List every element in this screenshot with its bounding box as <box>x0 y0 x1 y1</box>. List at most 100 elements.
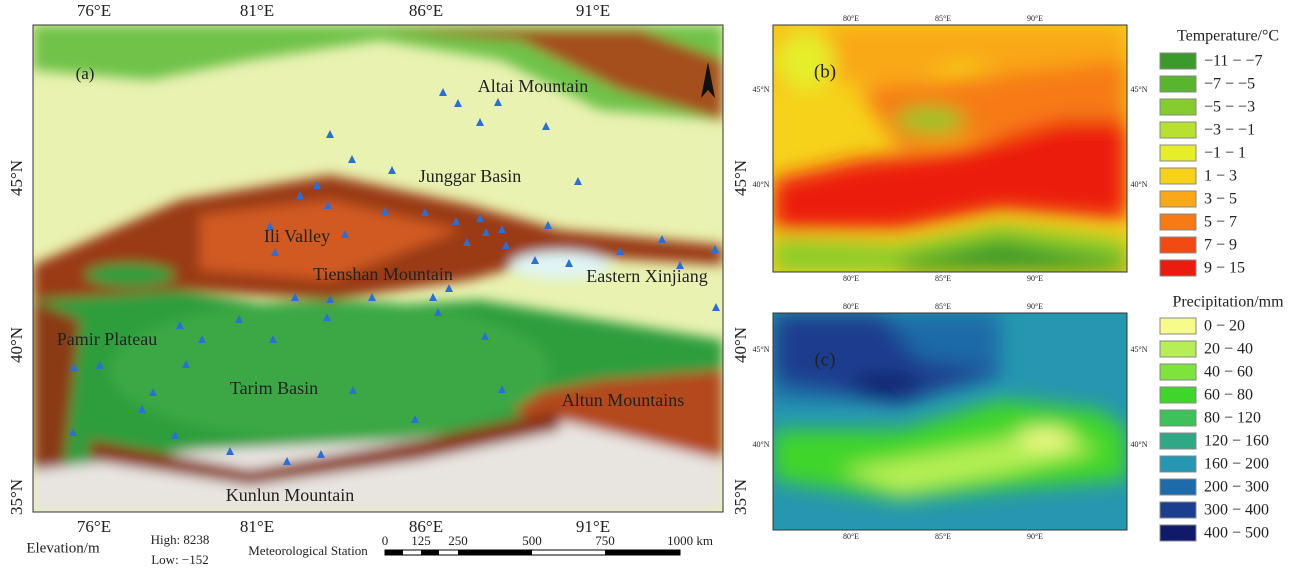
left-tick-label: 45°N <box>753 85 770 94</box>
right-tick-label: 40°N <box>1131 440 1148 449</box>
panel-label: (c) <box>814 349 835 370</box>
legend-label: 120 − 160 <box>1204 433 1269 450</box>
scale-label: 125 <box>411 533 431 548</box>
right-tick-label: 40°N <box>1131 180 1148 189</box>
scale-bar-seg <box>385 550 403 555</box>
scale-label: 750 <box>595 533 615 548</box>
legend-swatch <box>1160 191 1196 207</box>
panel-label: (a) <box>76 64 95 83</box>
top-tick-label: 90°E <box>1027 14 1043 23</box>
place-label: Kunlun Mountain <box>226 485 355 505</box>
legend-label: −1 − 1 <box>1204 145 1246 162</box>
precipitation-map <box>773 313 1127 530</box>
elevation-low: Low: −152 <box>151 552 209 567</box>
elevation-high: High: 8238 <box>151 532 210 547</box>
place-label: Eastern Xinjiang <box>586 266 707 286</box>
top-tick-label: 86°E <box>409 1 443 20</box>
station-legend: Meteorological Station <box>248 543 368 558</box>
right-tick-label: 40°N <box>731 327 750 363</box>
legend-swatch <box>1160 237 1196 253</box>
top-tick-label: 81°E <box>240 1 274 20</box>
legend-swatch <box>1160 145 1196 161</box>
legend-label: 400 − 500 <box>1204 525 1269 542</box>
bottom-tick-label: 76°E <box>77 517 111 536</box>
legend-swatch <box>1160 387 1196 403</box>
place-label: Altun Mountains <box>562 390 685 410</box>
legend-label: 0 − 20 <box>1204 318 1245 335</box>
legend-label: 20 − 40 <box>1204 341 1253 358</box>
left-tick-label: 35°N <box>7 479 26 515</box>
legend-label: −7 − −5 <box>1204 76 1255 93</box>
legend-swatch <box>1160 410 1196 426</box>
place-label: Pamir Plateau <box>57 329 157 349</box>
legend-swatch <box>1160 502 1196 518</box>
legend-label: −3 − −1 <box>1204 122 1255 139</box>
legend-swatch <box>1160 525 1196 541</box>
top-tick-label: 85°E <box>935 14 951 23</box>
right-tick-label: 45°N <box>731 160 750 196</box>
legend-swatch <box>1160 318 1196 334</box>
legend-swatch <box>1160 214 1196 230</box>
legend-swatch <box>1160 122 1196 138</box>
place-label: Tienshan Mountain <box>313 264 453 284</box>
top-tick-label: 91°E <box>576 1 610 20</box>
top-tick-label: 85°E <box>935 302 951 311</box>
left-tick-label: 40°N <box>7 327 26 363</box>
bottom-tick-label: 80°E <box>843 274 859 283</box>
bottom-tick-label: 90°E <box>1027 532 1043 541</box>
bottom-tick-label: 85°E <box>935 532 951 541</box>
right-tick-label: 45°N <box>1131 85 1148 94</box>
legend-label: 3 − 5 <box>1204 191 1237 208</box>
legend-label: 7 − 9 <box>1204 237 1237 254</box>
legend-label: 1 − 3 <box>1204 168 1237 185</box>
scale-bar-seg <box>458 550 532 555</box>
legend-swatch <box>1160 99 1196 115</box>
bottom-tick-label: 81°E <box>240 517 274 536</box>
scale-label: 250 <box>448 533 468 548</box>
legend-swatch <box>1160 456 1196 472</box>
legend-label: 200 − 300 <box>1204 479 1269 496</box>
place-label: Tarim Basin <box>230 378 318 398</box>
legend-label: 80 − 120 <box>1204 410 1261 427</box>
right-tick-label: 35°N <box>731 479 750 515</box>
legend-title: Temperature/°C <box>1177 28 1279 45</box>
legend-label: 300 − 400 <box>1204 502 1269 519</box>
panel-label: (b) <box>814 61 836 82</box>
legend-label: 40 − 60 <box>1204 364 1253 381</box>
bottom-tick-label: 80°E <box>843 532 859 541</box>
legend-label: 60 − 80 <box>1204 387 1253 404</box>
legend-label: −11 − −7 <box>1204 53 1262 70</box>
top-tick-label: 76°E <box>77 1 111 20</box>
left-tick-label: 45°N <box>753 345 770 354</box>
scale-label: 0 <box>382 533 389 548</box>
top-tick-label: 80°E <box>843 14 859 23</box>
top-tick-label: 90°E <box>1027 302 1043 311</box>
legend-label: 5 − 7 <box>1204 214 1237 231</box>
legend-swatch <box>1160 479 1196 495</box>
legend-swatch <box>1160 53 1196 69</box>
legend-swatch <box>1160 341 1196 357</box>
legend-label: 9 − 15 <box>1204 260 1245 277</box>
place-label: Junggar Basin <box>419 166 522 186</box>
legend-swatch <box>1160 364 1196 380</box>
figure: 76°E76°E81°E81°E86°E86°E91°E91°E45°N45°N… <box>0 0 1299 575</box>
legend-swatch <box>1160 433 1196 449</box>
legend-title: Precipitation/mm <box>1172 294 1284 311</box>
scale-bar-seg <box>421 550 439 555</box>
legend-label: −5 − −3 <box>1204 99 1255 116</box>
bottom-tick-label: 90°E <box>1027 274 1043 283</box>
left-tick-label: 40°N <box>753 440 770 449</box>
legend-label: 160 − 200 <box>1204 456 1269 473</box>
scale-label: 1000 km <box>667 533 713 548</box>
legend-swatch <box>1160 76 1196 92</box>
right-tick-label: 45°N <box>1131 345 1148 354</box>
left-tick-label: 45°N <box>7 160 26 196</box>
place-label: Altai Mountain <box>478 76 589 96</box>
legend-swatch <box>1160 260 1196 276</box>
place-label: Ili Valley <box>264 226 330 246</box>
scale-bar-seg <box>605 550 680 555</box>
bottom-tick-label: 85°E <box>935 274 951 283</box>
scale-label: 500 <box>522 533 542 548</box>
top-tick-label: 80°E <box>843 302 859 311</box>
left-tick-label: 40°N <box>753 180 770 189</box>
